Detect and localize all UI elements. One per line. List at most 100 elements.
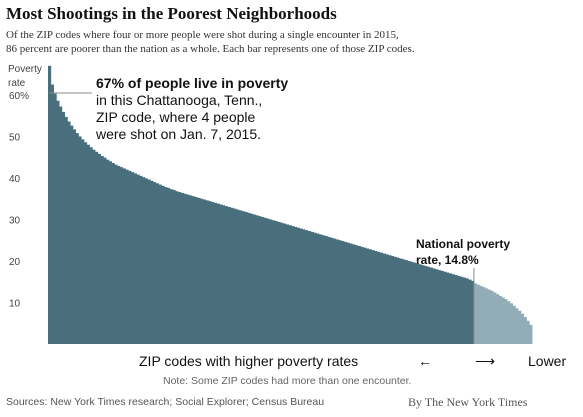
bar [269, 219, 273, 344]
bar [451, 274, 455, 344]
bar [421, 265, 425, 344]
bar [172, 189, 176, 344]
bar [523, 317, 527, 344]
chart-title: Most Shootings in the Poorest Neighborho… [6, 4, 337, 23]
national-annotation-line-2: rate, 14.8% [416, 253, 479, 267]
peak-annotation-line-4: were shot on Jan. 7, 2015. [95, 126, 261, 142]
bar [396, 257, 400, 344]
bar [501, 297, 505, 344]
bar [302, 229, 306, 344]
bar [225, 206, 229, 344]
bar [437, 270, 442, 344]
bar [509, 303, 514, 344]
bar [227, 207, 231, 344]
bar [97, 153, 101, 344]
bar [335, 239, 339, 344]
bar [288, 225, 292, 344]
bar [460, 276, 464, 344]
bar [321, 235, 325, 344]
bar [150, 180, 154, 344]
y-tick-label: 30 [9, 215, 21, 226]
bar [233, 208, 237, 344]
bar [310, 231, 314, 344]
bar [59, 106, 63, 344]
y-tick-label: 50 [9, 132, 21, 143]
y-axis-label-line-1: Poverty [8, 64, 42, 75]
bar [285, 224, 290, 344]
bar [103, 157, 107, 344]
bar [404, 260, 408, 344]
bar [75, 133, 79, 344]
bar [255, 215, 259, 344]
bar [518, 310, 522, 344]
bar [520, 313, 525, 344]
bar [208, 201, 212, 344]
right-arrow-icon: ⟶ [475, 353, 495, 369]
bar [454, 275, 458, 344]
bar [236, 209, 240, 344]
bar [371, 250, 375, 344]
bar [296, 227, 301, 344]
peak-annotation-line-1: 67% of people live in poverty [96, 75, 288, 91]
bar [117, 165, 121, 344]
bar [341, 241, 345, 344]
bar [484, 288, 489, 344]
bar [89, 147, 93, 344]
bar [50, 84, 54, 344]
bar [128, 170, 132, 344]
bar [399, 258, 403, 344]
bar [272, 220, 276, 344]
national-annotation-line-1: National poverty [416, 237, 510, 251]
bar [432, 268, 436, 344]
y-axis-ticks: 60% 50 40 30 20 10 [9, 91, 29, 310]
bar [338, 240, 342, 344]
bar [166, 187, 171, 344]
bar [119, 167, 124, 344]
bar [529, 324, 533, 344]
bar [147, 179, 151, 344]
bar [191, 196, 195, 344]
bar [258, 216, 262, 344]
sources-line: Sources: New York Times research; Social… [6, 396, 325, 408]
bar [222, 205, 226, 344]
bar [307, 231, 312, 344]
bar [352, 244, 356, 344]
x-axis-lower-label: Lower [528, 353, 566, 369]
bar [122, 168, 126, 344]
bar [354, 245, 359, 344]
bar [274, 221, 278, 344]
bar [468, 279, 472, 344]
subtitle-line-2: 86 percent are poorer than the nation as… [6, 43, 415, 55]
bar [125, 169, 129, 344]
bar [435, 269, 439, 344]
y-axis-label-line-2: rate [8, 78, 26, 89]
bar [457, 275, 461, 344]
bar [291, 226, 295, 344]
bar [260, 216, 265, 344]
bar [130, 172, 135, 344]
bar [332, 238, 337, 344]
bar [349, 243, 353, 344]
bar [305, 230, 309, 344]
bar [426, 266, 431, 344]
bar [153, 182, 157, 344]
bar [368, 249, 372, 344]
bar [382, 253, 386, 344]
bar [247, 212, 251, 344]
bar [230, 207, 234, 344]
bar [390, 255, 395, 344]
bar [194, 197, 198, 344]
bar [277, 221, 281, 344]
bar [175, 191, 179, 344]
bar [440, 270, 444, 344]
bar [108, 161, 113, 344]
y-tick-label: 20 [9, 257, 21, 268]
bar [241, 211, 245, 344]
bar [415, 263, 420, 344]
bar [476, 284, 480, 344]
bar [363, 247, 367, 344]
bar [374, 251, 378, 344]
bar [330, 237, 334, 344]
bar [53, 93, 57, 344]
